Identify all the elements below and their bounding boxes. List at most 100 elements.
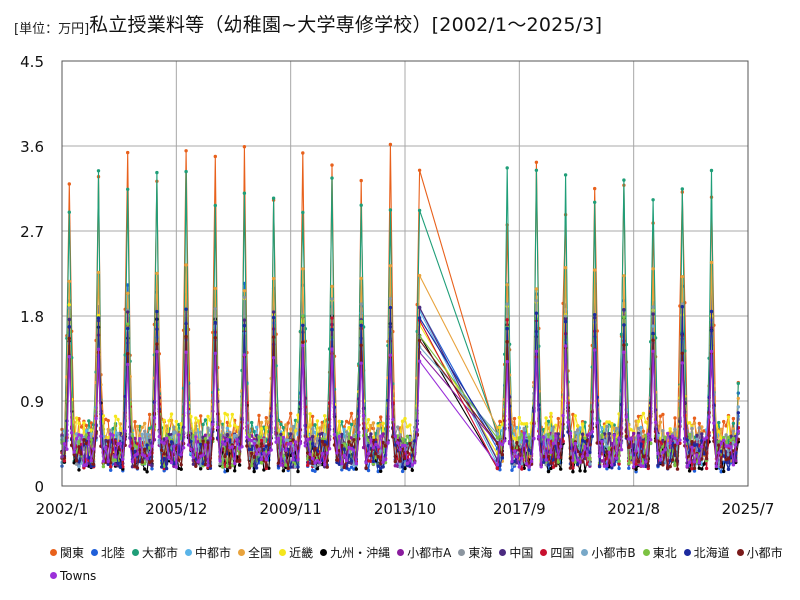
data-point <box>296 469 300 474</box>
data-point <box>320 423 324 428</box>
data-point <box>126 310 130 314</box>
data-point <box>692 466 697 471</box>
data-point <box>257 435 261 439</box>
data-point <box>140 432 144 436</box>
data-point <box>310 435 315 439</box>
data-point <box>245 444 249 448</box>
data-point <box>135 424 140 429</box>
data-point <box>534 287 539 291</box>
data-point <box>225 420 230 425</box>
data-point <box>515 454 519 459</box>
data-point <box>658 420 663 424</box>
data-point <box>301 267 305 271</box>
data-point <box>74 462 79 466</box>
data-point <box>673 443 677 448</box>
data-point <box>724 424 728 428</box>
data-point <box>668 441 672 445</box>
data-point <box>381 460 385 464</box>
data-point <box>67 336 72 341</box>
data-point <box>408 423 412 427</box>
data-point <box>172 431 176 435</box>
data-point <box>546 419 551 423</box>
data-point <box>138 436 142 441</box>
data-point <box>289 411 293 416</box>
data-point <box>164 424 169 428</box>
legend-item: 北海道 <box>683 542 730 565</box>
data-point <box>106 459 110 464</box>
data-point <box>366 418 371 422</box>
data-point <box>77 468 81 472</box>
data-point <box>410 468 414 472</box>
data-point <box>413 439 417 443</box>
data-point <box>296 458 300 462</box>
data-point <box>731 463 736 467</box>
data-point <box>128 444 132 448</box>
data-point <box>573 414 577 418</box>
x-tick-label: 2009/11 <box>260 500 322 518</box>
data-point <box>274 440 278 444</box>
data-point <box>233 461 237 466</box>
data-point <box>264 464 268 468</box>
legend-swatch <box>279 549 287 556</box>
data-point <box>717 430 721 434</box>
data-point <box>91 447 96 451</box>
data-point <box>99 434 103 438</box>
data-point <box>118 426 123 431</box>
data-point <box>624 434 629 438</box>
data-point <box>330 297 334 301</box>
data-point <box>722 438 726 442</box>
data-point <box>218 459 222 463</box>
data-point <box>352 448 356 452</box>
data-point <box>194 416 198 420</box>
data-point <box>403 456 407 461</box>
data-point <box>293 465 298 469</box>
data-point <box>576 431 580 435</box>
data-point <box>622 350 626 354</box>
data-point <box>332 432 337 437</box>
data-point <box>352 419 356 424</box>
data-point <box>233 423 237 427</box>
data-point <box>641 440 646 444</box>
data-point <box>393 434 397 438</box>
data-point <box>347 440 351 444</box>
data-point <box>340 468 344 472</box>
data-point <box>726 457 731 461</box>
data-point <box>306 463 310 467</box>
data-point <box>675 441 680 445</box>
data-point <box>371 421 376 425</box>
data-point <box>634 462 638 466</box>
data-point <box>337 419 341 424</box>
data-point <box>709 168 714 173</box>
data-point <box>527 465 531 469</box>
data-point <box>223 436 227 440</box>
data-point <box>566 420 570 424</box>
legend-label: 東北 <box>652 546 677 560</box>
data-point <box>403 416 407 421</box>
data-point <box>622 315 626 319</box>
data-point <box>67 317 72 322</box>
data-point <box>520 456 524 460</box>
data-point <box>717 451 721 455</box>
data-point <box>145 457 149 461</box>
data-point <box>84 433 89 437</box>
data-point <box>629 455 633 460</box>
data-point <box>400 437 405 441</box>
data-point <box>388 296 393 301</box>
data-point <box>254 425 259 429</box>
data-point <box>622 274 626 278</box>
legend-item: 東北 <box>642 542 677 565</box>
data-point <box>284 423 288 427</box>
data-point <box>551 458 556 462</box>
series-group <box>60 142 740 474</box>
data-point <box>201 422 205 427</box>
legend-swatch <box>499 549 507 556</box>
data-point <box>707 415 711 419</box>
data-point <box>376 445 380 449</box>
data-point <box>233 433 237 438</box>
data-point <box>342 447 346 451</box>
legend-label: 北陸 <box>101 546 126 560</box>
data-point <box>269 448 273 452</box>
data-point <box>717 439 721 444</box>
data-point <box>510 468 514 472</box>
data-point <box>695 443 699 447</box>
